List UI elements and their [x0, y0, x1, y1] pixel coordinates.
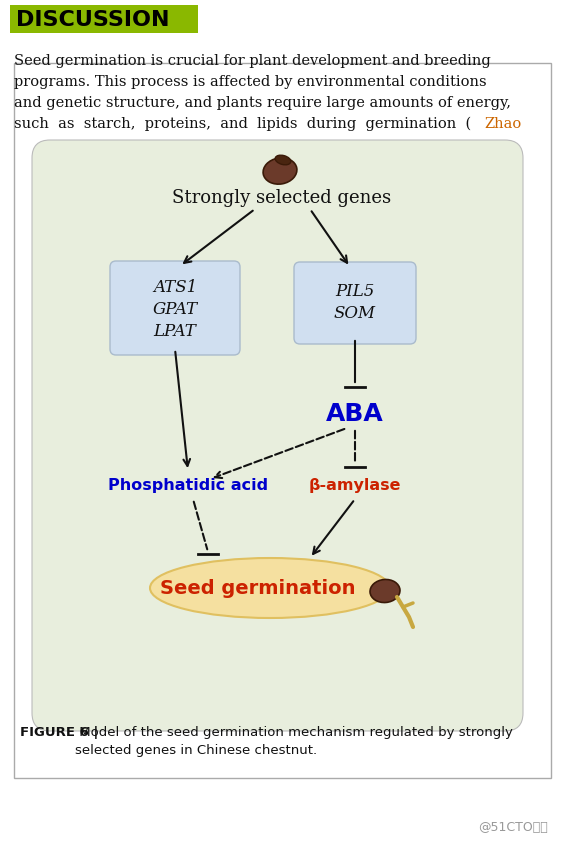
Ellipse shape — [150, 559, 390, 618]
Text: Model of the seed germination mechanism regulated by strongly
selected genes in : Model of the seed germination mechanism … — [75, 725, 513, 756]
Ellipse shape — [263, 159, 297, 185]
Text: Seed germination is crucial for plant development and breeding: Seed germination is crucial for plant de… — [14, 54, 491, 68]
Text: and genetic structure, and plants require large amounts of energy,: and genetic structure, and plants requir… — [14, 96, 511, 110]
Text: programs. This process is affected by environmental conditions: programs. This process is affected by en… — [14, 75, 486, 89]
Text: Strongly selected genes: Strongly selected genes — [172, 189, 392, 206]
Text: @51CTO博客: @51CTO博客 — [478, 820, 548, 833]
Ellipse shape — [275, 156, 291, 165]
Text: FIGURE 6 |: FIGURE 6 | — [20, 725, 98, 738]
Text: LPAT: LPAT — [154, 322, 197, 339]
FancyBboxPatch shape — [110, 262, 240, 356]
FancyBboxPatch shape — [10, 6, 198, 34]
Text: such  as  starch,  proteins,  and  lipids  during  germination  (: such as starch, proteins, and lipids dur… — [14, 117, 471, 131]
FancyBboxPatch shape — [14, 64, 551, 778]
Text: ABA: ABA — [326, 402, 384, 426]
Text: Phosphatidic acid: Phosphatidic acid — [108, 478, 268, 493]
Text: GPAT: GPAT — [153, 300, 198, 317]
Text: Zhao: Zhao — [484, 117, 521, 131]
Ellipse shape — [370, 580, 400, 603]
FancyBboxPatch shape — [294, 263, 416, 345]
Text: SOM: SOM — [334, 305, 376, 322]
Text: DISCUSSION: DISCUSSION — [16, 10, 169, 30]
FancyBboxPatch shape — [32, 141, 523, 731]
Text: β-amylase: β-amylase — [308, 478, 401, 493]
Text: ATS1: ATS1 — [153, 278, 197, 295]
Text: Seed germination: Seed germination — [160, 579, 356, 598]
Text: PIL5: PIL5 — [335, 283, 375, 300]
